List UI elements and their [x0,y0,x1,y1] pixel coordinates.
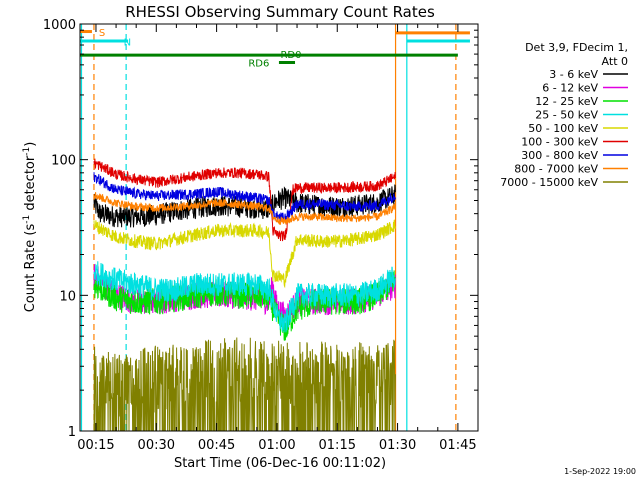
legend-label-1: 6 - 12 keV [542,82,598,95]
x-axis-label: Start Time (06-Dec-16 00:11:02) [174,456,386,471]
series-line-0 [93,184,396,228]
y-axis-label-sup1: -1 [22,215,32,224]
series-line-5 [93,158,396,242]
legend-label-7: 800 - 7000 keV [514,163,598,176]
legend-label-6: 300 - 800 keV [521,149,598,162]
state-label-2: RD0 [280,50,301,61]
legend-label-5: 100 - 300 keV [521,136,598,149]
y-axis-label-mid: detector [23,155,38,215]
legend-label-4: 50 - 100 keV [528,122,598,135]
state-label-3: RD6 [248,59,269,70]
series-layer [93,158,396,432]
x-tick-label-3: 01:00 [258,438,295,453]
state-label-0: S [99,28,105,39]
x-tick-label-4: 01:15 [319,438,356,453]
legend-label-2: 12 - 25 keV [535,95,598,108]
y-tick-label-2: 100 [51,154,76,169]
x-tick-label-5: 01:30 [379,438,416,453]
series-line-3 [93,261,396,333]
series-line-7 [93,192,396,226]
x-tick-label-2: 00:45 [198,438,235,453]
state-label-1: N [124,38,131,49]
legend-header-line1: Det 3,9, FDecim 1, [525,41,628,54]
footer-timestamp: 1-Sep-2022 19:00 [564,467,636,476]
y-tick-label-1: 10 [59,289,76,304]
y-tick-label-3: 1000 [43,18,76,33]
legend-label-8: 7000 - 15000 keV [500,176,598,189]
y-axis-label-main: Count Rate (s [23,224,38,313]
legend-label-3: 25 - 50 keV [535,109,598,122]
x-tick-label-0: 00:15 [77,438,114,453]
y-tick-label-0: 1 [68,425,76,440]
series-line-2 [93,270,396,341]
series-line-6 [93,172,396,223]
y-axis-label-sup2: -1 [22,147,32,156]
x-tick-label-1: 00:30 [138,438,175,453]
legend-header-line2: Att 0 [602,55,628,68]
chart-title: RHESSI Observing Summary Count Rates [125,3,435,21]
series-line-4 [93,219,396,289]
y-axis-label-end: ) [23,142,38,147]
ticks-layer: 00:15 00:30 00:45 01:00 01:15 01:30 01:45 1 10 10… [43,18,478,453]
series-line-8 [93,337,396,432]
x-tick-label-6: 01:45 [439,438,476,453]
y-axis-label: Count Rate (s-1 detector-1) [22,142,38,313]
legend-label-0: 3 - 6 keV [549,68,598,81]
plot-frame [79,23,479,432]
